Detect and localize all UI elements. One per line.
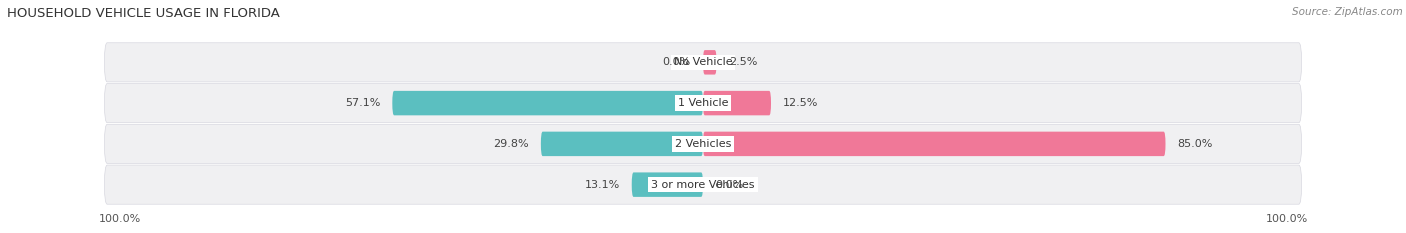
FancyBboxPatch shape (104, 165, 1302, 204)
FancyBboxPatch shape (703, 50, 717, 75)
FancyBboxPatch shape (392, 91, 703, 115)
FancyBboxPatch shape (631, 172, 703, 197)
Text: 29.8%: 29.8% (494, 139, 529, 149)
Text: 0.0%: 0.0% (662, 57, 690, 67)
FancyBboxPatch shape (541, 132, 703, 156)
Text: HOUSEHOLD VEHICLE USAGE IN FLORIDA: HOUSEHOLD VEHICLE USAGE IN FLORIDA (7, 7, 280, 20)
Text: 3 or more Vehicles: 3 or more Vehicles (651, 180, 755, 190)
Text: Source: ZipAtlas.com: Source: ZipAtlas.com (1292, 7, 1403, 17)
Text: 57.1%: 57.1% (344, 98, 380, 108)
Text: 2.5%: 2.5% (728, 57, 756, 67)
Text: 0.0%: 0.0% (716, 180, 744, 190)
FancyBboxPatch shape (104, 43, 1302, 82)
FancyBboxPatch shape (703, 91, 770, 115)
Text: 1 Vehicle: 1 Vehicle (678, 98, 728, 108)
Text: 100.0%: 100.0% (98, 214, 141, 224)
FancyBboxPatch shape (104, 84, 1302, 123)
Text: 2 Vehicles: 2 Vehicles (675, 139, 731, 149)
Text: No Vehicle: No Vehicle (673, 57, 733, 67)
Text: 12.5%: 12.5% (783, 98, 818, 108)
Text: 85.0%: 85.0% (1178, 139, 1213, 149)
FancyBboxPatch shape (703, 132, 1166, 156)
Text: 100.0%: 100.0% (1265, 214, 1308, 224)
FancyBboxPatch shape (104, 124, 1302, 164)
Text: 13.1%: 13.1% (585, 180, 620, 190)
